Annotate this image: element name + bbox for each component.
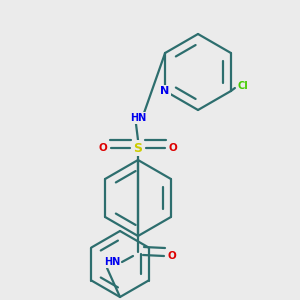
Text: O: O <box>168 251 176 261</box>
Text: N: N <box>160 86 170 96</box>
Text: Cl: Cl <box>238 81 248 91</box>
Text: S: S <box>134 142 142 154</box>
Text: O: O <box>169 143 177 153</box>
Text: HN: HN <box>130 113 146 123</box>
Text: O: O <box>99 143 107 153</box>
Text: HN: HN <box>104 257 120 267</box>
